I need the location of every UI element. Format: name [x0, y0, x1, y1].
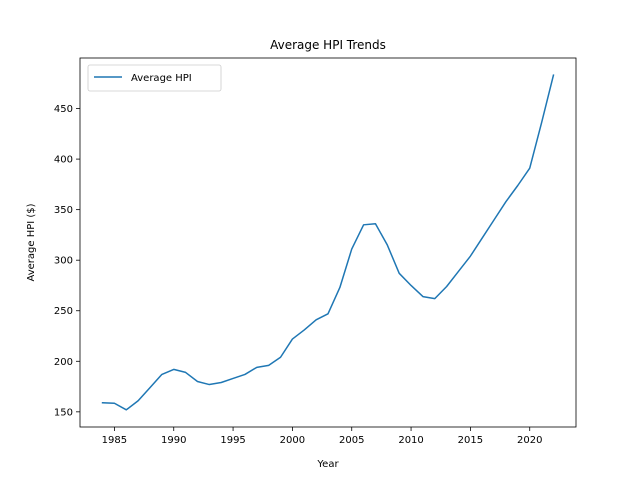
legend-label: Average HPI — [131, 73, 192, 84]
x-tick-label: 2015 — [458, 435, 483, 446]
x-axis-title: Year — [316, 459, 339, 470]
y-tick-label: 350 — [54, 205, 73, 216]
x-tick-label: 2005 — [339, 435, 364, 446]
plot-frame — [79, 57, 577, 428]
legend: Average HPI — [87, 64, 222, 92]
legend-box — [87, 64, 222, 92]
x-tick-label: 1995 — [220, 435, 245, 446]
x-tick-label: 1990 — [161, 435, 186, 446]
series-line-average-hpi — [101, 74, 555, 411]
y-tick-label: 200 — [54, 357, 73, 368]
x-tick-label: 2000 — [280, 435, 305, 446]
y-tick-label: 450 — [54, 104, 73, 115]
plot-area: 1985 1990 1995 2000 2005 2010 2015 2020 150 200 25… — [54, 74, 555, 446]
y-tick-label: 400 — [54, 155, 73, 166]
y-tick-label: 300 — [54, 256, 73, 267]
x-tick-label: 1985 — [102, 435, 127, 446]
y-axis-title: Average HPI ($) — [26, 203, 37, 281]
x-tick-label: 2020 — [517, 435, 542, 446]
x-tick-label: 2010 — [398, 435, 423, 446]
y-tick-label: 150 — [54, 407, 73, 418]
y-tick-label: 250 — [54, 306, 73, 317]
chart-title: Average HPI Trends — [270, 38, 386, 52]
